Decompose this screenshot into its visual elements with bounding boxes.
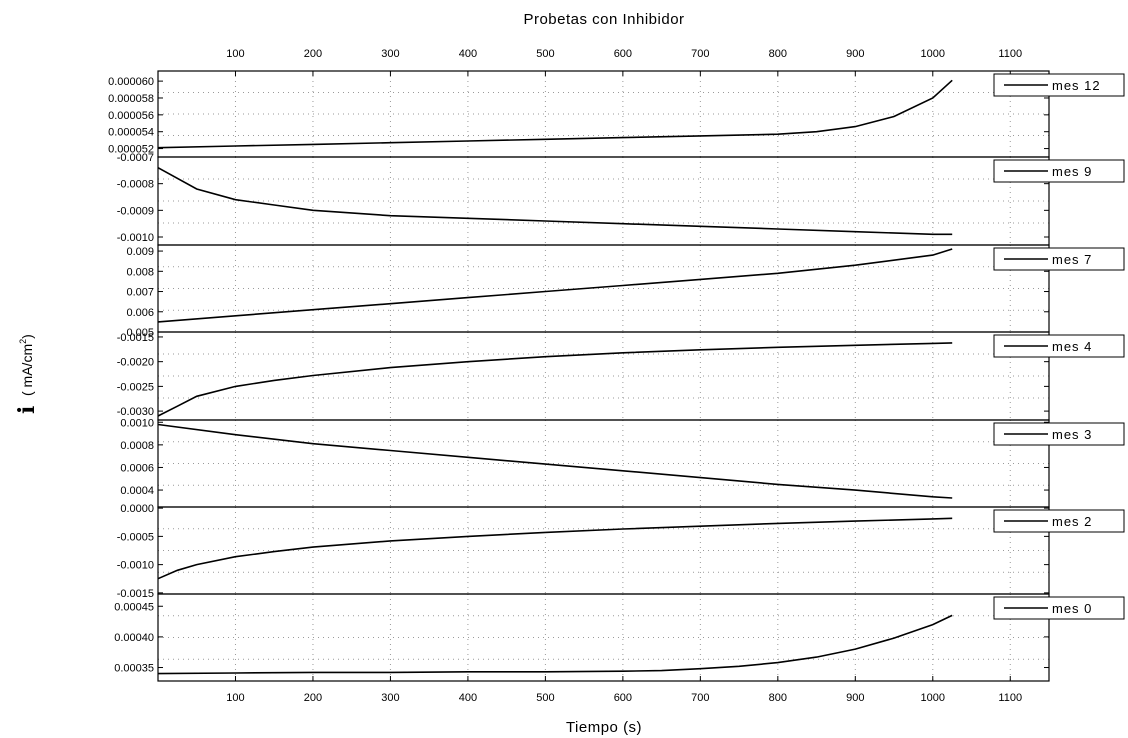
legend-box: mes 3 [993, 422, 1125, 446]
y-tick-label: -0.0025 [117, 381, 154, 393]
legend-label: mes 9 [1052, 164, 1092, 179]
legend-frame [993, 334, 1125, 358]
y-axis-unit-close: ) [19, 334, 35, 339]
x-tick-label-top: 700 [691, 48, 709, 60]
y-tick-label: -0.0030 [117, 406, 154, 418]
y-tick-label: -0.0010 [117, 560, 154, 572]
y-tick-label: -0.0015 [117, 588, 154, 600]
legend-box: mes 9 [993, 159, 1125, 183]
y-tick-label: 0.00040 [114, 632, 154, 644]
series-line [157, 166, 953, 236]
y-tick-label: 0.0004 [120, 485, 154, 497]
legend-frame [993, 73, 1125, 97]
legend-frame [993, 596, 1125, 620]
y-tick-label: 0.000058 [108, 93, 154, 105]
legend-label: mes 3 [1052, 427, 1092, 442]
frame-layer [157, 70, 1050, 682]
x-tick-label-top: 100 [226, 48, 244, 60]
legend-label: mes 2 [1052, 514, 1092, 529]
legend-box: mes 2 [993, 509, 1125, 533]
y-tick-label: -0.0015 [117, 332, 154, 344]
x-tick-label-top: 400 [459, 48, 477, 60]
y-tick-label: 0.000060 [108, 76, 154, 88]
x-tick-label-bottom: 900 [846, 692, 864, 704]
x-tick-label-bottom: 200 [304, 692, 322, 704]
legend-frame [993, 422, 1125, 446]
legend-frame [993, 509, 1125, 533]
x-tick-label-top: 900 [846, 48, 864, 60]
y-axis-unit-text: ( mA/cm [19, 344, 35, 396]
x-tick-label-top: 300 [381, 48, 399, 60]
x-tick-label-bottom: 400 [459, 692, 477, 704]
y-axis-symbol: i [14, 406, 40, 414]
x-tick-label-top: 1000 [921, 48, 945, 60]
legend-frame [993, 247, 1125, 271]
legend-box: mes 12 [993, 73, 1125, 97]
y-tick-label: 0.0010 [120, 417, 154, 429]
y-axis-title: i ( mA/cm2) [14, 334, 40, 414]
series-line [157, 517, 953, 580]
y-tick-label: 0.000056 [108, 110, 154, 122]
legend-box: mes 0 [993, 596, 1125, 620]
x-tick-label-bottom: 300 [381, 692, 399, 704]
series-line [157, 614, 953, 675]
series-line [157, 342, 953, 417]
grid-layer [158, 71, 1049, 681]
legend-box: mes 7 [993, 247, 1125, 271]
legend-label: mes 0 [1052, 601, 1092, 616]
legend-label: mes 12 [1052, 78, 1101, 93]
y-tick-label: 0.0000 [120, 503, 154, 515]
y-tick-label: -0.0008 [117, 179, 154, 191]
y-tick-label: 0.000052 [108, 144, 154, 156]
x-tick-label-bottom: 600 [614, 692, 632, 704]
x-tick-label-bottom: 1100 [998, 692, 1022, 704]
series-line [157, 423, 953, 499]
y-tick-label: -0.0007 [117, 152, 154, 164]
y-tick-label: 0.005 [126, 327, 154, 339]
y-tick-label: -0.0005 [117, 531, 154, 543]
legend-box: mes 4 [993, 334, 1125, 358]
y-tick-label: 0.00035 [114, 663, 154, 675]
x-tick-label-bottom: 500 [536, 692, 554, 704]
series-line [157, 248, 953, 323]
x-tick-label-top: 200 [304, 48, 322, 60]
y-tick-label: 0.0006 [120, 462, 154, 474]
series-line [157, 79, 953, 149]
y-tick-label: 0.006 [126, 307, 154, 319]
y-tick-label: -0.0009 [117, 205, 154, 217]
chart-title: Probetas con Inhibidor [523, 11, 684, 28]
x-tick-label-top: 500 [536, 48, 554, 60]
x-tick-label-top: 1100 [998, 48, 1022, 60]
y-tick-label: 0.00045 [114, 601, 154, 613]
y-tick-label: 0.007 [126, 287, 154, 299]
legend-label: mes 4 [1052, 339, 1092, 354]
panel-frame [157, 593, 1050, 682]
y-tick-label: 0.008 [126, 266, 154, 278]
label-layer: 0.000060 0.000058 0.000056 0.000054 0.000052… [108, 48, 1125, 704]
x-axis-title: Tiempo (s) [566, 719, 642, 736]
legend-label: mes 7 [1052, 252, 1092, 267]
y-tick-label: 0.009 [126, 246, 154, 258]
x-tick-label-top: 600 [614, 48, 632, 60]
legend-frame [993, 159, 1125, 183]
y-tick-label: 0.0008 [120, 440, 154, 452]
data-layer [157, 79, 953, 675]
x-tick-label-bottom: 800 [769, 692, 787, 704]
y-tick-label: -0.0010 [117, 232, 154, 244]
y-tick-label: 0.000054 [108, 127, 154, 139]
y-tick-label: -0.0020 [117, 357, 154, 369]
y-axis-unit-sup: 2 [18, 339, 28, 344]
x-tick-label-bottom: 100 [226, 692, 244, 704]
x-tick-label-bottom: 700 [691, 692, 709, 704]
y-axis-unit: ( mA/cm2) [18, 334, 35, 396]
x-tick-label-bottom: 1000 [921, 692, 945, 704]
x-tick-label-top: 800 [769, 48, 787, 60]
